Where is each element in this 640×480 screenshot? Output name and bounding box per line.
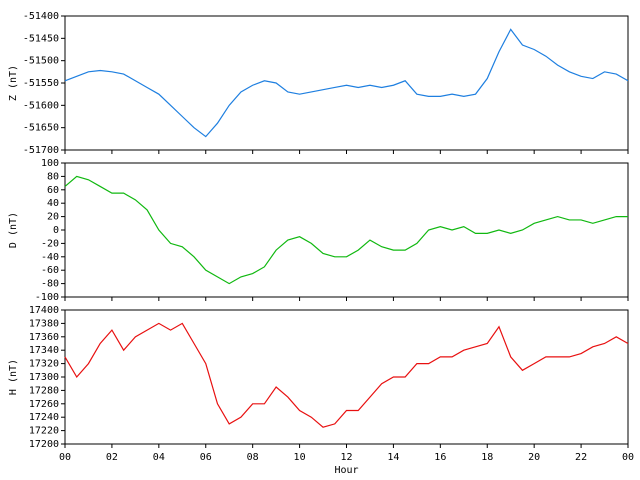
y-tick-label: 80 — [47, 171, 59, 182]
y-axis-label: H (nT) — [8, 359, 19, 395]
x-tick-label: 18 — [481, 452, 493, 463]
y-tick-label: -51700 — [23, 145, 59, 156]
data-line — [64, 175, 628, 285]
y-tick-label: -40 — [41, 252, 59, 263]
y-tick-label: -51550 — [23, 78, 59, 89]
x-tick-label: 16 — [434, 452, 446, 463]
y-tick-label: 17340 — [29, 345, 59, 356]
y-tick-label: 17360 — [29, 332, 59, 343]
y-tick-label: 17260 — [29, 399, 59, 410]
x-tick-label: 22 — [575, 452, 587, 463]
y-tick-label: 17200 — [29, 439, 59, 450]
y-tick-label: -80 — [41, 279, 59, 290]
x-tick-label: 06 — [200, 452, 212, 463]
plot-frame — [64, 162, 629, 298]
y-tick-label: 17280 — [29, 385, 59, 396]
y-tick-label: -51600 — [23, 100, 59, 111]
x-tick-label: 00 — [59, 452, 71, 463]
y-axis-label: D (nT) — [8, 212, 19, 248]
x-tick-label: 04 — [153, 452, 165, 463]
y-tick-label: -51500 — [23, 56, 59, 67]
data-line — [64, 322, 629, 428]
y-tick-label: -20 — [41, 238, 59, 249]
y-tick-label: -60 — [41, 265, 59, 276]
y-tick-label: 17240 — [29, 412, 59, 423]
y-tick-label: 100 — [41, 158, 59, 169]
x-tick-label: 10 — [294, 452, 306, 463]
y-tick-label: -51450 — [23, 33, 59, 44]
y-tick-label: 17380 — [29, 318, 59, 329]
plot-frame — [64, 309, 629, 445]
y-axis-label: Z (nT) — [8, 65, 19, 101]
x-tick-label: 14 — [387, 452, 399, 463]
x-tick-label: 20 — [528, 452, 540, 463]
y-tick-label: 17220 — [29, 426, 59, 437]
y-tick-label: -51650 — [23, 123, 59, 134]
x-tick-label: 02 — [106, 452, 118, 463]
y-tick-label: 60 — [47, 185, 59, 196]
y-tick-label: -51400 — [23, 11, 59, 22]
x-axis-label: Hour — [334, 465, 358, 476]
data-line — [64, 28, 629, 138]
x-tick-label: 00 — [622, 452, 634, 463]
plot-frame — [64, 15, 629, 151]
x-tick-label: 08 — [247, 452, 259, 463]
y-tick-label: 0 — [53, 225, 59, 236]
y-tick-label: 17300 — [29, 372, 59, 383]
y-tick-label: 17320 — [29, 359, 59, 370]
x-tick-label: 12 — [340, 452, 352, 463]
y-tick-label: 20 — [47, 212, 59, 223]
y-tick-label: 40 — [47, 198, 59, 209]
y-tick-label: 17400 — [29, 305, 59, 316]
y-tick-label: -100 — [35, 292, 59, 303]
